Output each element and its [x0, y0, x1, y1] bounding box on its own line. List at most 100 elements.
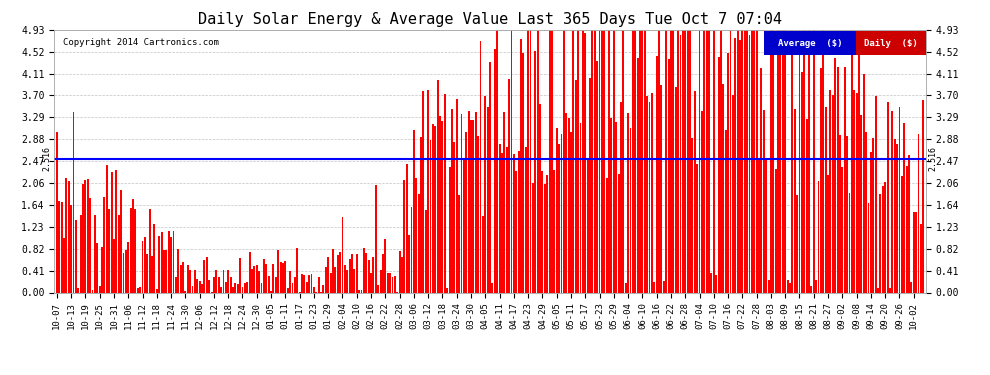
Bar	[764, 32, 856, 55]
Bar	[496, 30, 498, 292]
Bar	[508, 79, 510, 292]
Bar	[855, 93, 857, 292]
Bar	[77, 288, 79, 292]
Bar	[284, 261, 286, 292]
Bar	[444, 94, 446, 292]
Bar	[589, 78, 591, 292]
Bar	[520, 39, 522, 292]
Bar	[572, 30, 574, 292]
Bar	[282, 263, 284, 292]
Bar	[701, 111, 703, 292]
Bar	[677, 30, 679, 292]
Bar	[147, 254, 148, 292]
Bar	[175, 277, 177, 292]
Bar	[596, 61, 598, 292]
Bar	[540, 104, 541, 292]
Bar	[787, 280, 789, 292]
Bar	[801, 72, 803, 292]
Bar	[856, 32, 926, 55]
Bar	[348, 258, 350, 292]
Bar	[291, 283, 293, 292]
Bar	[911, 282, 913, 292]
Bar	[623, 30, 625, 292]
Bar	[375, 184, 377, 292]
Bar	[165, 250, 167, 292]
Bar	[332, 249, 334, 292]
Bar	[779, 30, 781, 292]
Bar	[55, 132, 57, 292]
Bar	[737, 30, 739, 292]
Bar	[846, 136, 848, 292]
Bar	[201, 284, 203, 292]
Bar	[125, 250, 127, 292]
Bar	[665, 30, 667, 292]
Text: 2.516: 2.516	[929, 146, 938, 171]
Bar	[60, 202, 62, 292]
Bar	[594, 30, 596, 292]
Bar	[484, 96, 486, 292]
Bar	[128, 242, 129, 292]
Bar	[730, 30, 732, 292]
Bar	[75, 220, 77, 292]
Bar	[727, 53, 729, 292]
Bar	[877, 288, 879, 292]
Bar	[306, 282, 308, 292]
Bar	[406, 164, 408, 292]
Bar	[446, 288, 448, 292]
Bar	[489, 63, 491, 292]
Bar	[167, 231, 169, 292]
Bar	[367, 260, 369, 292]
Bar	[863, 74, 864, 292]
Bar	[579, 123, 581, 292]
Bar	[584, 33, 586, 292]
Bar	[253, 266, 255, 292]
Bar	[223, 270, 225, 292]
Bar	[537, 30, 539, 292]
Bar	[575, 80, 577, 292]
Bar	[220, 286, 222, 292]
Bar	[818, 182, 820, 292]
Bar	[530, 30, 532, 292]
Bar	[699, 30, 701, 292]
Bar	[742, 30, 743, 292]
Bar	[860, 115, 862, 292]
Bar	[379, 270, 381, 292]
Bar	[96, 243, 98, 292]
Bar	[848, 194, 850, 292]
Bar	[248, 252, 250, 292]
Text: Copyright 2014 Cartronics.com: Copyright 2014 Cartronics.com	[63, 38, 219, 47]
Bar	[644, 30, 645, 292]
Bar	[267, 276, 269, 292]
Bar	[325, 267, 327, 292]
Bar	[499, 144, 501, 292]
Bar	[401, 257, 403, 292]
Bar	[901, 176, 903, 292]
Bar	[813, 30, 815, 292]
Bar	[58, 201, 60, 292]
Bar	[715, 275, 717, 292]
Bar	[163, 251, 165, 292]
Bar	[560, 134, 562, 292]
Bar	[789, 283, 791, 292]
Bar	[696, 164, 698, 292]
Bar	[318, 277, 320, 292]
Bar	[255, 265, 257, 292]
Bar	[494, 49, 496, 292]
Bar	[144, 237, 146, 292]
Bar	[394, 276, 396, 292]
Bar	[653, 282, 655, 292]
Bar	[565, 113, 567, 292]
Bar	[558, 144, 560, 292]
Bar	[213, 277, 215, 292]
Bar	[465, 132, 467, 292]
Bar	[635, 30, 637, 292]
Bar	[799, 30, 801, 292]
Bar	[711, 273, 713, 292]
Bar	[518, 151, 520, 292]
Bar	[182, 262, 184, 292]
Bar	[682, 30, 684, 292]
Bar	[482, 216, 484, 292]
Bar	[525, 147, 527, 292]
Bar	[296, 248, 298, 292]
Bar	[423, 91, 425, 292]
